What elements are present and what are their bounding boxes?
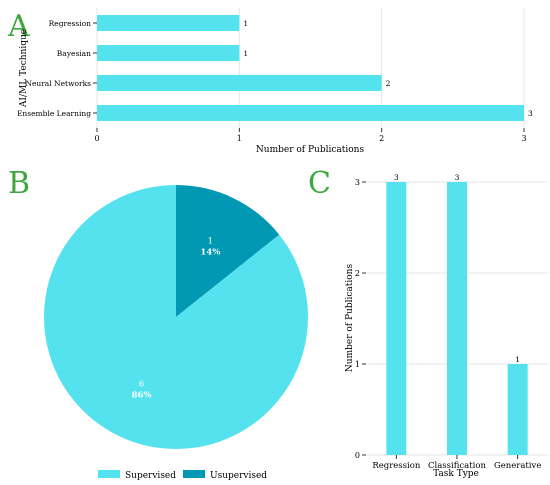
chart-c-bar-classification: [447, 182, 467, 455]
chart-c-bars: [386, 182, 528, 455]
chart-a-data-labels: 1 1 2 3: [243, 19, 533, 118]
chart-a-bar-regression: [97, 15, 240, 31]
chart-c-category-labels: Regression Classification Generative: [372, 455, 541, 471]
chart-b-slice-supervised: [43, 185, 308, 449]
chart-c-bar-regression: [386, 182, 407, 455]
chart-c-tick-label: 3: [355, 178, 360, 187]
chart-c: 3 3 1 Regression Classification Generative 0…: [345, 173, 548, 479]
chart-a: Regression Bayesian Neural Networks Ensembl…: [17, 8, 533, 155]
chart-c-data-labels: 3 3 1: [394, 173, 520, 364]
chart-a-data-label: 2: [386, 79, 391, 88]
chart-a-y-axis-label: AI/ML Technique: [19, 29, 29, 108]
chart-a-bars: [97, 15, 524, 121]
chart-c-tick-label: 2: [355, 269, 360, 278]
chart-b-legend-label: Usupervised: [210, 471, 267, 481]
panel-label-b: B: [8, 166, 30, 201]
chart-a-category-label: Regression: [49, 19, 92, 28]
chart-b: 114% 686% Supervised Usupervised: [43, 185, 308, 481]
chart-c-tick-label: 1: [355, 360, 360, 369]
chart-c-data-label: 3: [394, 173, 399, 182]
chart-a-tick-label: 0: [94, 134, 99, 143]
chart-c-category-label: Classification: [428, 461, 486, 471]
chart-c-data-label: 1: [515, 355, 520, 364]
chart-b-legend-label: Supervised: [125, 471, 176, 481]
chart-c-x-axis-label: Task Type: [433, 469, 479, 479]
chart-c-y-ticks: 0 1 2 3: [355, 178, 366, 460]
chart-c-bar-generative: [507, 364, 528, 455]
chart-a-category-label: Neural Networks: [25, 79, 91, 88]
chart-c-category-label: Generative: [494, 461, 541, 471]
chart-b-legend-swatch-supervised: [98, 470, 120, 478]
chart-b-slices: [43, 185, 308, 449]
chart-a-data-label: 3: [528, 109, 533, 118]
chart-b-legend-swatch-usupervised: [183, 470, 205, 478]
chart-b-slice-percent-label: 14%: [200, 248, 220, 258]
chart-b-slice-usupervised: [176, 185, 280, 317]
panel-label-c: C: [308, 166, 331, 201]
chart-b-slice-labels: 114% 686%: [132, 237, 221, 401]
chart-a-category-label: Bayesian: [57, 49, 91, 58]
chart-c-y-axis-label: Number of Publications: [345, 264, 355, 373]
chart-b-slice-percent-label: 86%: [132, 390, 152, 400]
chart-a-x-ticks: 0 1 2 3: [94, 128, 527, 143]
chart-a-bar-ensemble-learning: [97, 105, 524, 121]
panel-label-a: A: [7, 9, 30, 44]
chart-a-tick-label: 3: [521, 134, 526, 143]
chart-a-category-label: Ensemble Learning: [17, 109, 91, 118]
chart-b-legend: Supervised Usupervised: [98, 470, 267, 481]
chart-c-data-label: 3: [455, 173, 460, 182]
chart-a-category-labels: Regression Bayesian Neural Networks Ensembl…: [17, 19, 97, 118]
chart-a-bar-neural-networks: [97, 75, 382, 91]
chart-c-tick-label: 0: [355, 451, 360, 460]
chart-b-slice-count-label: 6: [139, 379, 144, 389]
chart-a-data-label: 1: [243, 19, 248, 28]
chart-b-slice-count-label: 1: [208, 237, 213, 247]
chart-a-data-label: 1: [243, 49, 248, 58]
chart-a-x-axis-label: Number of Publications: [256, 145, 365, 155]
chart-a-tick-label: 2: [379, 134, 384, 143]
chart-a-bar-bayesian: [97, 45, 240, 61]
chart-c-category-label: Regression: [372, 461, 421, 471]
chart-a-tick-label: 1: [237, 134, 242, 143]
